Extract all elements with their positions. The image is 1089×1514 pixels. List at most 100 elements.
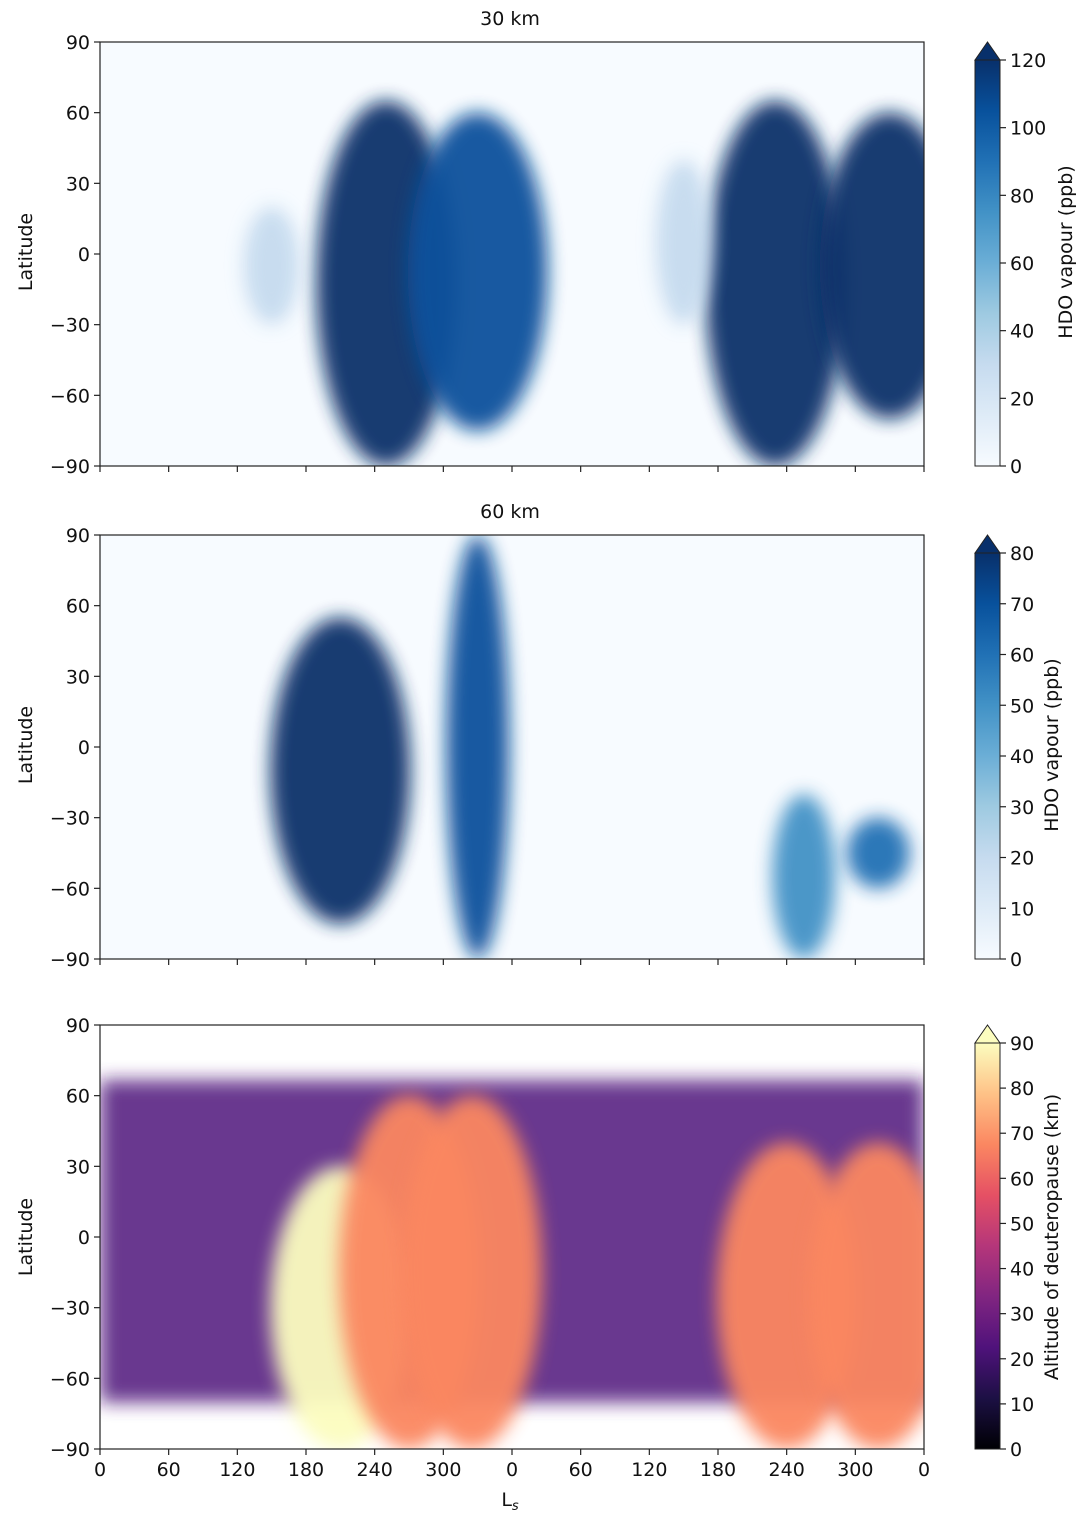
y-tick-label: −60 (50, 385, 90, 407)
panel-title: 60 km (480, 501, 540, 523)
x-axis-label-sub: s (512, 1499, 519, 1514)
colorbar-tick-label: 60 (1010, 645, 1034, 667)
y-axis: 90 60 30 0 −30 −60 −90 (50, 525, 100, 971)
colorbar-tick-label: 10 (1010, 898, 1034, 920)
x-tick-label: 60 (157, 1459, 181, 1481)
x-tick-label: 180 (288, 1459, 324, 1481)
panel-60km: 60 km 90 60 30 0 −30 −60 −90 Latitude 0 10 20 30 4… (15, 501, 1063, 971)
colorbar-tick-label: 120 (1010, 50, 1046, 72)
y-tick-label: −90 (50, 1439, 90, 1461)
colorbar-tick-label: 100 (1010, 118, 1046, 140)
x-tick-label: 0 (506, 1459, 518, 1481)
colorbar-tick-label: 60 (1010, 253, 1034, 275)
x-tick-label: 180 (700, 1459, 736, 1481)
heatmap-image (100, 1025, 924, 1449)
heatmap-image (100, 42, 924, 466)
colorbar-tick-label: 70 (1010, 1123, 1034, 1145)
y-tick-label: 90 (66, 1015, 90, 1037)
x-axis (99, 959, 925, 965)
colorbar-tick-label: 70 (1010, 594, 1034, 616)
heatmap-feature (819, 112, 924, 419)
colorbar-gradient (974, 552, 1001, 960)
y-tick-label: 0 (78, 737, 90, 759)
y-tick-label: −90 (50, 456, 90, 478)
y-axis: 90 60 30 0 −30 −60 −90 (50, 32, 100, 478)
colorbar: 0 20 40 60 80 100 120 (974, 41, 1046, 478)
colorbar-tick-label: 40 (1010, 1259, 1034, 1281)
x-axis (99, 466, 925, 472)
colorbar-tick-label: 40 (1010, 746, 1034, 768)
heatmap-feature (808, 1142, 924, 1449)
colorbar-tick-label: 50 (1010, 695, 1034, 717)
y-tick-label: 60 (66, 103, 90, 125)
y-tick-label: −30 (50, 1298, 90, 1320)
y-tick-label: 30 (66, 666, 90, 688)
heatmap-feature (270, 617, 411, 924)
heatmap-feature (846, 817, 910, 889)
colorbar-gradient (974, 1042, 1001, 1450)
colorbar-tick-label: 30 (1010, 797, 1034, 819)
heatmap-feature (401, 1095, 542, 1449)
x-tick-label: 120 (219, 1459, 255, 1481)
heatmap-feature (407, 112, 548, 431)
y-tick-label: −30 (50, 315, 90, 337)
colorbar-tick-label: 0 (1010, 456, 1022, 478)
x-tick-label: 0 (918, 1459, 930, 1481)
y-tick-label: 0 (78, 1227, 90, 1249)
y-tick-label: 90 (66, 525, 90, 547)
colorbar-tick-label: 60 (1010, 1168, 1034, 1190)
colorbar-extend-arrow (974, 41, 1001, 61)
colorbar-tick-label: 20 (1010, 388, 1034, 410)
heatmap-feature (446, 535, 510, 959)
heatmap-feature (772, 794, 836, 959)
colorbar: 0 10 20 30 40 50 60 70 80 90 (974, 1024, 1034, 1461)
x-tick-label: 240 (769, 1459, 805, 1481)
colorbar-label: HDO vapour (ppb) (1055, 165, 1077, 338)
y-axis-label: Latitude (15, 706, 37, 784)
colorbar: 0 10 20 30 40 50 60 70 80 (974, 534, 1034, 971)
x-tick-label: 300 (425, 1459, 461, 1481)
colorbar-label: Altitude of deuteropause (km) (1041, 1094, 1063, 1380)
panel-30km: 30 km 90 60 30 0 −30 −60 −90 Latitude 0 20 40 60 8… (15, 8, 1077, 478)
heatmap-feature (705, 100, 846, 466)
colorbar-gradient (974, 59, 1001, 467)
colorbar-tick-label: 20 (1010, 848, 1034, 870)
x-tick-label: 120 (631, 1459, 667, 1481)
y-axis: 90 60 30 0 −30 −60 −90 (50, 1015, 100, 1461)
y-tick-label: −30 (50, 808, 90, 830)
colorbar-extend-arrow (974, 534, 1001, 554)
colorbar-label: HDO vapour (ppb) (1041, 658, 1063, 831)
x-tick-label: 240 (357, 1459, 393, 1481)
heatmap-image (100, 535, 924, 959)
x-tick-label: 0 (94, 1459, 106, 1481)
colorbar-tick-label: 80 (1010, 185, 1034, 207)
y-tick-label: 0 (78, 244, 90, 266)
colorbar-tick-label: 40 (1010, 321, 1034, 343)
colorbar-tick-label: 10 (1010, 1394, 1034, 1416)
y-axis-label: Latitude (15, 213, 37, 291)
colorbar-tick-label: 0 (1010, 1439, 1022, 1461)
y-tick-label: −60 (50, 878, 90, 900)
y-tick-label: 30 (66, 1156, 90, 1178)
colorbar-tick-label: 20 (1010, 1349, 1034, 1371)
y-tick-label: 60 (66, 596, 90, 618)
colorbar-tick-label: 80 (1010, 543, 1034, 565)
y-axis-label: Latitude (15, 1198, 37, 1276)
x-tick-label: 60 (569, 1459, 593, 1481)
x-axis: 0 60 120 180 240 300 0 60 120 180 240 300 0 (94, 1449, 930, 1481)
heatmap-feature (243, 206, 300, 325)
colorbar-tick-label: 90 (1010, 1033, 1034, 1055)
x-axis-label: Ls (501, 1489, 519, 1514)
heatmap-feature (655, 159, 712, 325)
colorbar-tick-label: 30 (1010, 1304, 1034, 1326)
colorbar-tick-label: 0 (1010, 949, 1022, 971)
x-tick-label: 300 (837, 1459, 873, 1481)
colorbar-extend-arrow (974, 1024, 1001, 1044)
colorbar-tick-label: 50 (1010, 1213, 1034, 1235)
colorbar-tick-label: 80 (1010, 1078, 1034, 1100)
y-tick-label: 60 (66, 1086, 90, 1108)
y-tick-label: 90 (66, 32, 90, 54)
y-tick-label: 30 (66, 173, 90, 195)
